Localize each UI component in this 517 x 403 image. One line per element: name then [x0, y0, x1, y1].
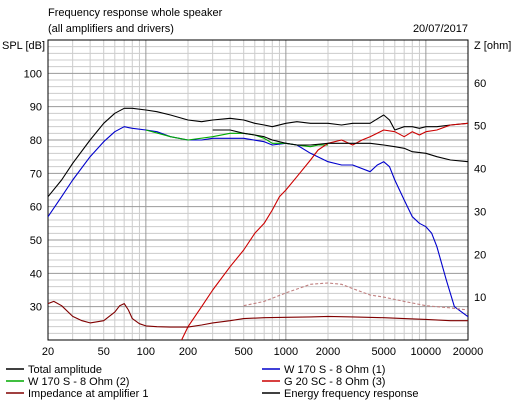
x-tick-label: 5000 [371, 346, 395, 358]
y2-tick-label: 30 [474, 206, 486, 218]
y-tick-label: 40 [30, 268, 42, 280]
legend-label: Impedance at amplifier 1 [28, 388, 148, 400]
legend-label: W 170 S - 8 Ohm (2) [28, 376, 129, 388]
y-tick-label: 50 [30, 235, 42, 247]
legend: Total amplitude W 170 S - 8 Ohm (1) W 170 … [6, 364, 419, 400]
series-line-2 [48, 126, 468, 318]
y-axis-label: SPL [dB] [2, 40, 45, 52]
series-line-7 [212, 129, 468, 163]
series-line-4 [181, 122, 468, 340]
major-grid [48, 39, 468, 341]
y2-tick-label: 50 [474, 121, 486, 133]
y2-tick-labels: 10 20 30 40 50 60 [474, 78, 486, 304]
series-line-1 [48, 107, 468, 198]
x-tick-label: 100 [137, 346, 155, 358]
series-line-5 [48, 300, 468, 328]
chart-date: 20/07/2017 [413, 23, 468, 35]
x-tick-labels: 20 50 100 200 500 1000 2000 5000 10000 20000 [42, 346, 483, 358]
chart-subtitle: (all amplifiers and drivers) [48, 23, 174, 35]
y2-tick-label: 10 [474, 292, 486, 304]
legend-label: G 20 SC - 8 Ohm (3) [284, 376, 385, 388]
y-tick-label: 80 [30, 135, 42, 147]
x-tick-label: 20000 [453, 346, 484, 358]
y2-tick-label: 20 [474, 249, 486, 261]
legend-label: Total amplitude [28, 364, 102, 376]
y-tick-label: 100 [24, 68, 42, 80]
y2-tick-label: 60 [474, 78, 486, 90]
legend-label: W 170 S - 8 Ohm (1) [284, 364, 385, 376]
series-line-3 [145, 129, 328, 148]
x-tick-label: 2000 [316, 346, 340, 358]
x-tick-label: 1000 [274, 346, 298, 358]
y2-axis-label: Z [ohm] [474, 40, 511, 52]
x-tick-label: 200 [179, 346, 197, 358]
y-tick-labels: 30 40 50 60 70 80 90 100 [24, 68, 42, 313]
chart-title: Frequency response whole speaker [48, 7, 223, 19]
y-tick-label: 70 [30, 168, 42, 180]
legend-label: Energy frequency response [284, 388, 419, 400]
x-tick-label: 50 [98, 346, 110, 358]
plot-frame [47, 39, 469, 341]
series-lines [48, 107, 468, 340]
x-tick-label: 20 [42, 346, 54, 358]
y-tick-label: 30 [30, 302, 42, 314]
x-tick-label: 10000 [411, 346, 442, 358]
minor-grid [47, 40, 469, 340]
y2-tick-label: 40 [474, 164, 486, 176]
y-tick-label: 90 [30, 102, 42, 114]
x-tick-label: 500 [235, 346, 253, 358]
y-tick-label: 60 [30, 202, 42, 214]
